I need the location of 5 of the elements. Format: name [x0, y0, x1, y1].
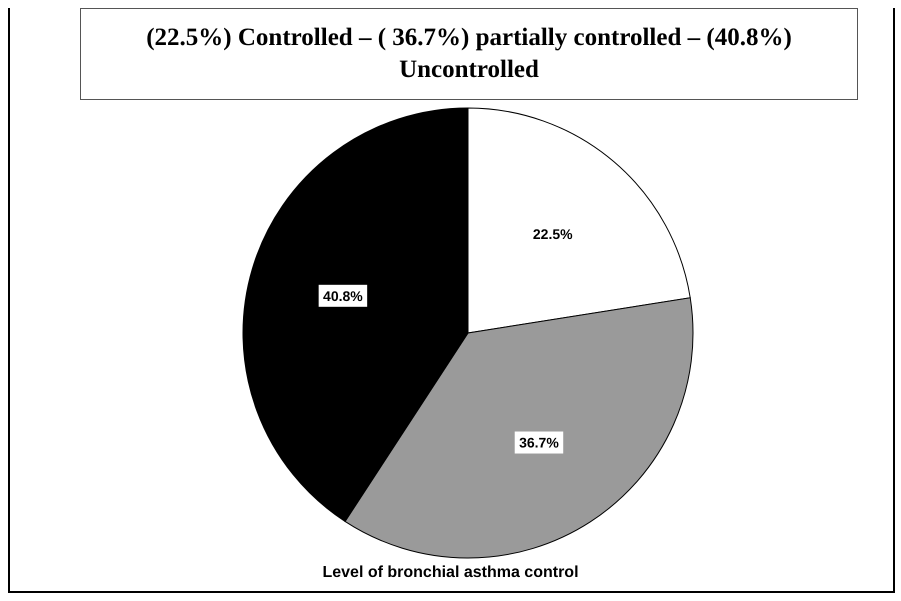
chart-title: (22.5%) Controlled – ( 36.7%) partially controlled – (40.8%) Uncontrolled — [80, 8, 858, 100]
data-label: 22.5% — [532, 226, 574, 242]
data-label: 40.8% — [323, 288, 364, 304]
data-label: 36.7% — [519, 434, 560, 451]
text: Level of bronchial asthma control — [321, 564, 580, 582]
